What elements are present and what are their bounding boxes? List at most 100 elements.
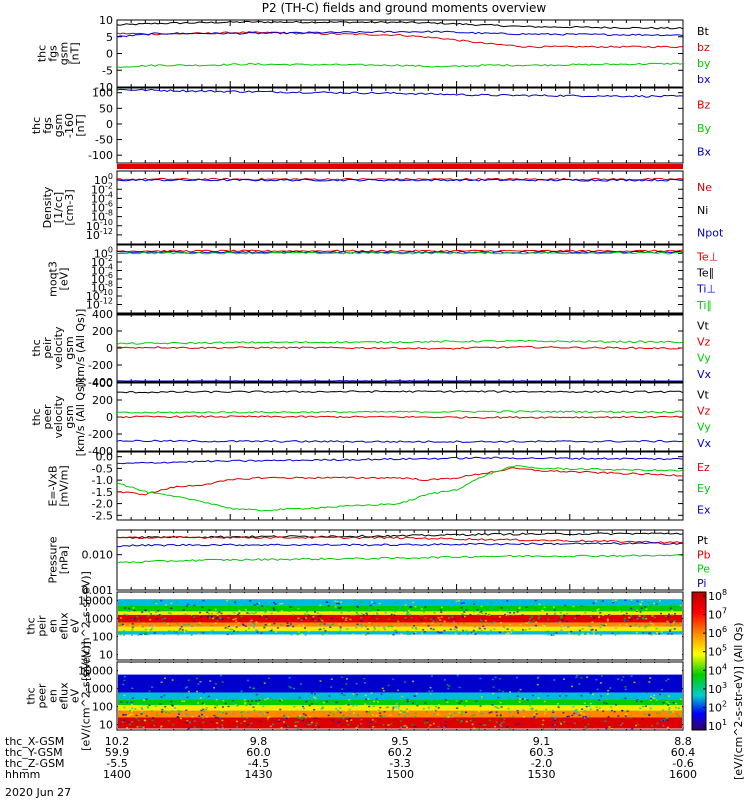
speckle [530,616,533,619]
speckle [673,705,676,708]
speckle [414,712,417,715]
speckle [429,724,432,726]
speckle [405,708,408,710]
speckle [127,721,130,723]
speckle [628,633,631,636]
speckle [288,610,291,612]
speckle [500,621,503,624]
speckle [130,701,133,704]
speckle [234,599,237,602]
series-line-Pb [116,536,684,544]
speckle [235,704,238,706]
speckle [164,705,167,708]
speckle [617,715,620,717]
speckle [528,618,531,620]
speckle [387,724,390,726]
speckle [235,677,238,679]
speckle [346,715,349,718]
speckle [563,703,566,706]
speckle [563,721,566,723]
speckle [611,632,614,635]
speckle [137,620,140,622]
speckle [130,710,133,713]
speckle [547,618,550,621]
speckle [573,722,576,725]
speckle [128,723,131,726]
speckle [438,697,441,699]
speckle [319,680,322,682]
speckle [128,607,131,610]
panel-4: 10010-210-410-610-810-1010-12moqt3[eV]Te… [47,244,718,314]
footer-value: 1430 [245,768,273,781]
speckle [580,604,583,607]
speckle [345,704,348,706]
speckle [588,705,591,707]
speckle [620,610,623,613]
speckle [149,618,152,621]
speckle [308,694,311,697]
speckle [667,613,670,615]
footer-value: -4.5 [248,757,269,770]
energy-band [118,674,682,693]
speckle [177,713,180,715]
speckle [321,707,324,709]
speckle [124,714,127,716]
speckle [216,722,219,724]
speckle [203,710,206,712]
speckle [440,616,443,618]
ytick-label: 1000 [85,683,113,696]
speckle [157,610,160,612]
speckle [655,698,658,700]
speckle [403,623,406,625]
speckle [453,628,456,631]
ylabel-line: eflux [58,682,71,710]
speckle [662,702,665,704]
footer-value: 60.3 [529,746,554,759]
speckle [179,628,182,630]
speckle [668,707,671,709]
speckle [520,681,523,684]
speckle [349,618,352,621]
speckle [252,706,255,708]
speckle [678,602,681,605]
speckle [657,606,660,608]
speckle [665,615,668,617]
speckle [578,629,581,632]
speckle [177,633,180,636]
speckle [355,704,358,707]
speckle [323,700,326,702]
speckle [421,631,424,633]
speckle [519,623,522,626]
speckle [637,699,640,702]
speckle [629,599,632,602]
speckle [355,695,358,698]
speckle [213,686,216,689]
speckle [350,614,353,617]
speckle [250,722,253,725]
speckle [403,610,406,612]
speckle [234,625,237,627]
speckle [354,703,357,706]
speckle [336,602,339,605]
speckle [307,613,310,616]
speckle [129,709,132,712]
speckle [288,631,291,634]
speckle [628,632,631,634]
speckle [370,623,373,625]
speckle [388,699,391,701]
speckle [253,626,256,629]
speckle [645,617,648,620]
footer-row-label: thc_X-GSM [5,735,64,748]
speckle [641,617,644,619]
speckle [145,715,148,717]
figure-title: P2 (TH-C) fields and ground moments over… [262,1,547,15]
speckle [647,623,650,625]
speckle [138,603,141,605]
speckle [360,612,363,615]
speckle [603,701,606,704]
ytick-label: 200 [92,325,113,338]
speckle [227,625,230,628]
speckle [183,700,186,702]
speckle [670,604,673,606]
speckle [397,707,400,710]
